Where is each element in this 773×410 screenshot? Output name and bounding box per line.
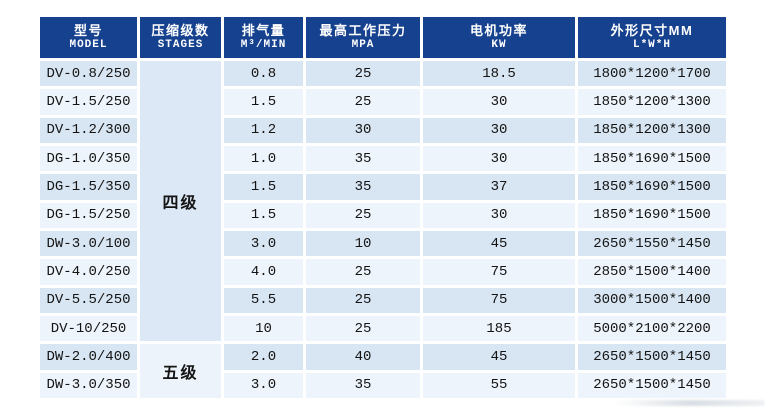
cell-displacement: 0.8 [224,61,303,87]
column-header-stages: 压缩级数 STAGES [140,17,221,58]
cell-displacement: 3.0 [224,231,303,257]
column-header-displacement: 排气量 M³/MIN [224,17,303,58]
cell-power: 30 [423,146,575,172]
cell-pressure: 10 [306,231,420,257]
cell-model: DW-2.0/400 [40,344,137,370]
cell-pressure: 25 [306,316,420,342]
cell-power: 75 [423,287,575,313]
stage-group-cell: 四级 [140,61,221,342]
cell-displacement: 1.0 [224,146,303,172]
column-header-dimensions-en: L*W*H [632,38,671,51]
cell-displacement: 1.5 [224,89,303,115]
cell-dimensions: 3000*1500*1400 [578,287,726,313]
cell-power: 75 [423,259,575,285]
column-header-model-en: MODEL [69,38,108,51]
column-header-model-zh: 型号 [73,23,103,39]
cell-model: DV-1.2/300 [40,117,137,143]
column-header-stages-zh: 压缩级数 [151,23,210,39]
cell-power: 18.5 [423,61,575,87]
cell-dimensions: 2650*1500*1450 [578,344,726,370]
cell-displacement: 3.0 [224,372,303,398]
cell-pressure: 25 [306,287,420,313]
column-header-stages-en: STAGES [157,38,204,51]
bottom-smudge-artifact [615,400,765,406]
cell-displacement: 1.2 [224,117,303,143]
column-header-displacement-zh: 排气量 [241,23,286,39]
cell-model: DV-0.8/250 [40,61,137,87]
cell-dimensions: 2650*1550*1450 [578,231,726,257]
cell-dimensions: 1850*1200*1300 [578,117,726,143]
cell-power: 55 [423,372,575,398]
column-header-pressure-zh: 最高工作压力 [319,23,407,39]
cell-dimensions: 1850*1690*1500 [578,174,726,200]
column-header-pressure-en: MPA [351,38,375,51]
cell-model: DV-1.5/250 [40,89,137,115]
cell-model: DV-4.0/250 [40,259,137,285]
cell-pressure: 30 [306,117,420,143]
cell-model: DG-1.5/350 [40,174,137,200]
cell-displacement: 1.5 [224,174,303,200]
column-header-model: 型号 MODEL [40,17,137,58]
cell-dimensions: 1850*1690*1500 [578,202,726,228]
cell-pressure: 40 [306,344,420,370]
cell-dimensions: 1800*1200*1700 [578,61,726,87]
column-header-dimensions: 外形尺寸MM L*W*H [578,17,726,58]
cell-model: DV-5.5/250 [40,287,137,313]
cell-model: DW-3.0/100 [40,231,137,257]
cell-power: 37 [423,174,575,200]
cell-displacement: 5.5 [224,287,303,313]
cell-pressure: 35 [306,146,420,172]
column-header-pressure: 最高工作压力 MPA [306,17,420,58]
column-header-power-en: KW [491,38,507,51]
cell-power: 45 [423,344,575,370]
column-header-power: 电机功率 KW [423,17,575,58]
cell-dimensions: 1850*1200*1300 [578,89,726,115]
column-header-dimensions-zh: 外形尺寸MM [610,23,694,39]
cell-dimensions: 2850*1500*1400 [578,259,726,285]
spec-table: 型号 MODEL 压缩级数 STAGES 排气量 M³/MIN 最高工作压力 M… [40,17,726,398]
cell-displacement: 10 [224,316,303,342]
cell-pressure: 25 [306,202,420,228]
cell-displacement: 1.5 [224,202,303,228]
cell-power: 30 [423,202,575,228]
stage-group-cell: 五级 [140,344,221,398]
cell-power: 30 [423,89,575,115]
cell-pressure: 35 [306,372,420,398]
cell-power: 30 [423,117,575,143]
cell-power: 45 [423,231,575,257]
cell-dimensions: 5000*2100*2200 [578,316,726,342]
cell-pressure: 25 [306,61,420,87]
cell-displacement: 4.0 [224,259,303,285]
cell-displacement: 2.0 [224,344,303,370]
cell-model: DG-1.0/350 [40,146,137,172]
cell-model: DG-1.5/250 [40,202,137,228]
cell-pressure: 25 [306,89,420,115]
column-header-displacement-en: M³/MIN [240,38,287,51]
cell-pressure: 35 [306,174,420,200]
cell-dimensions: 1850*1690*1500 [578,146,726,172]
cell-power: 185 [423,316,575,342]
column-header-power-zh: 电机功率 [469,23,528,39]
cell-dimensions: 2650*1500*1450 [578,372,726,398]
cell-model: DW-3.0/350 [40,372,137,398]
cell-model: DV-10/250 [40,316,137,342]
cell-pressure: 25 [306,259,420,285]
